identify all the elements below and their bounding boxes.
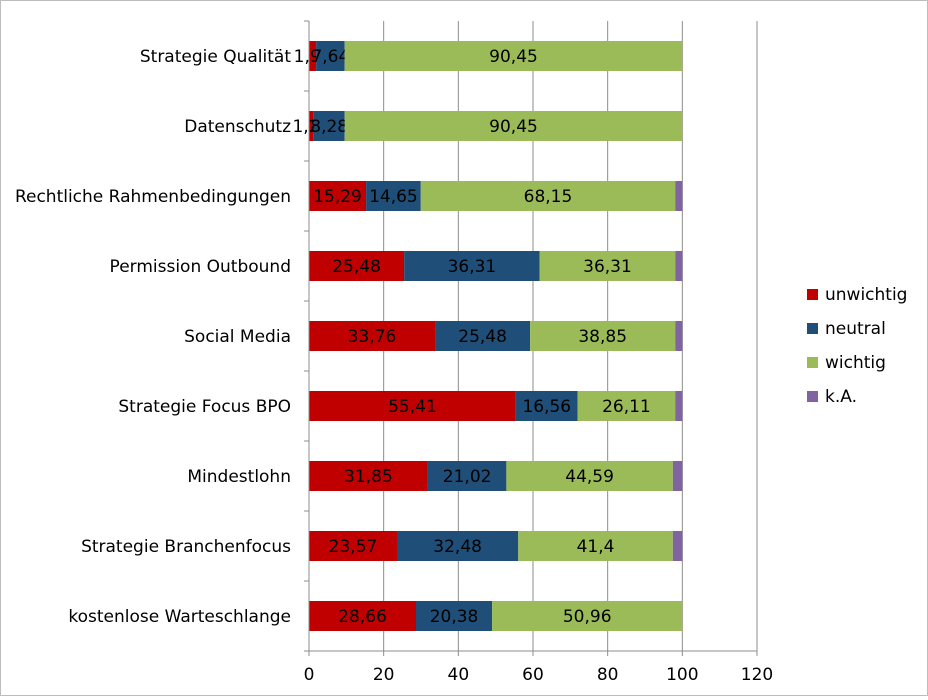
bar-ka bbox=[675, 251, 683, 281]
x-tick-label: 0 bbox=[304, 665, 315, 685]
data-label: 68,15 bbox=[524, 187, 573, 207]
category-label: Social Media bbox=[184, 327, 291, 347]
data-label: 28,66 bbox=[338, 607, 387, 627]
data-label: 20,38 bbox=[430, 607, 479, 627]
legend-swatch bbox=[807, 357, 818, 368]
bar-neutral bbox=[316, 41, 345, 71]
bar-ka bbox=[672, 531, 683, 561]
bar-ka bbox=[675, 181, 683, 211]
bar-wichtig bbox=[506, 461, 673, 491]
legend-swatch bbox=[807, 391, 818, 402]
bar-wichtig bbox=[344, 41, 683, 71]
data-label: 32,48 bbox=[433, 537, 482, 557]
data-label: 36,31 bbox=[583, 257, 632, 277]
x-tick-label: 20 bbox=[373, 665, 395, 685]
data-label: 25,48 bbox=[332, 257, 381, 277]
category-label: Permission Outbound bbox=[110, 257, 291, 277]
data-label: 21,02 bbox=[443, 467, 492, 487]
bar-ka bbox=[675, 391, 683, 421]
data-label: 36,31 bbox=[448, 257, 497, 277]
category-label: Strategie Focus BPO bbox=[118, 397, 291, 417]
data-label: 31,85 bbox=[344, 467, 393, 487]
bar-unwichtig bbox=[309, 601, 416, 631]
bar-unwichtig bbox=[309, 391, 516, 421]
legend-swatch bbox=[807, 323, 818, 334]
bar-wichtig bbox=[420, 181, 676, 211]
data-label: 41,4 bbox=[577, 537, 615, 557]
x-tick-label: 80 bbox=[597, 665, 619, 685]
data-label: 38,85 bbox=[578, 327, 627, 347]
data-label: 50,96 bbox=[563, 607, 612, 627]
data-label: 8,28 bbox=[310, 117, 348, 137]
data-label: 44,59 bbox=[565, 467, 614, 487]
x-tick-label: 60 bbox=[522, 665, 544, 685]
bar-wichtig bbox=[518, 531, 673, 561]
category-label: Strategie Branchenfocus bbox=[81, 537, 291, 557]
data-label: 7,64 bbox=[311, 47, 349, 67]
category-label: kostenlose Warteschlange bbox=[68, 607, 291, 627]
data-label: 15,29 bbox=[313, 187, 362, 207]
bar-neutral bbox=[415, 601, 493, 631]
bar-unwichtig bbox=[309, 111, 314, 141]
bar-unwichtig bbox=[309, 41, 317, 71]
bar-neutral bbox=[366, 181, 421, 211]
data-label: 55,41 bbox=[388, 397, 437, 417]
bar-unwichtig bbox=[309, 251, 405, 281]
data-label: 33,76 bbox=[348, 327, 397, 347]
bar-ka bbox=[675, 321, 683, 351]
category-label: Mindestlohn bbox=[187, 467, 291, 487]
x-tick-label: 100 bbox=[666, 665, 698, 685]
data-label: 25,48 bbox=[458, 327, 507, 347]
bar-neutral bbox=[404, 251, 540, 281]
data-label: 14,65 bbox=[369, 187, 418, 207]
bar-neutral bbox=[396, 531, 519, 561]
legend-label: k.A. bbox=[825, 387, 857, 407]
bar-wichtig bbox=[344, 111, 683, 141]
bar-unwichtig bbox=[309, 461, 428, 491]
data-label: 90,45 bbox=[489, 117, 538, 137]
legend-swatch bbox=[807, 289, 818, 300]
bar-ka bbox=[672, 461, 683, 491]
bar-neutral bbox=[313, 111, 345, 141]
legend: unwichtig neutral wichtig k.A. bbox=[807, 285, 907, 407]
bar-wichtig bbox=[530, 321, 676, 351]
legend-label: unwichtig bbox=[825, 285, 907, 305]
category-label: Datenschutz bbox=[184, 117, 291, 137]
legend-label: wichtig bbox=[825, 353, 886, 373]
data-label: 23,57 bbox=[329, 537, 378, 557]
data-label: 26,11 bbox=[602, 397, 651, 417]
bar-neutral bbox=[435, 321, 531, 351]
legend-label: neutral bbox=[825, 319, 886, 339]
category-labels: Strategie Qualität Datenschutz Rechtliche … bbox=[15, 47, 291, 627]
x-tick-label: 40 bbox=[448, 665, 470, 685]
bar-unwichtig bbox=[309, 181, 367, 211]
bar-neutral bbox=[427, 461, 507, 491]
category-label: Strategie Qualität bbox=[140, 47, 291, 67]
x-tick-label: 120 bbox=[741, 665, 773, 685]
x-tick-labels: 0 20 40 60 80 100 120 bbox=[304, 665, 774, 685]
bar-unwichtig bbox=[309, 321, 436, 351]
bar-wichtig bbox=[539, 251, 676, 281]
bar-wichtig bbox=[577, 391, 676, 421]
axes bbox=[304, 20, 758, 656]
bar-unwichtig bbox=[309, 531, 397, 561]
data-label: 16,56 bbox=[522, 397, 571, 417]
data-label: 90,45 bbox=[489, 47, 538, 67]
bar-neutral bbox=[515, 391, 578, 421]
category-label: Rechtliche Rahmenbedingungen bbox=[15, 187, 291, 207]
bar-wichtig bbox=[492, 601, 683, 631]
